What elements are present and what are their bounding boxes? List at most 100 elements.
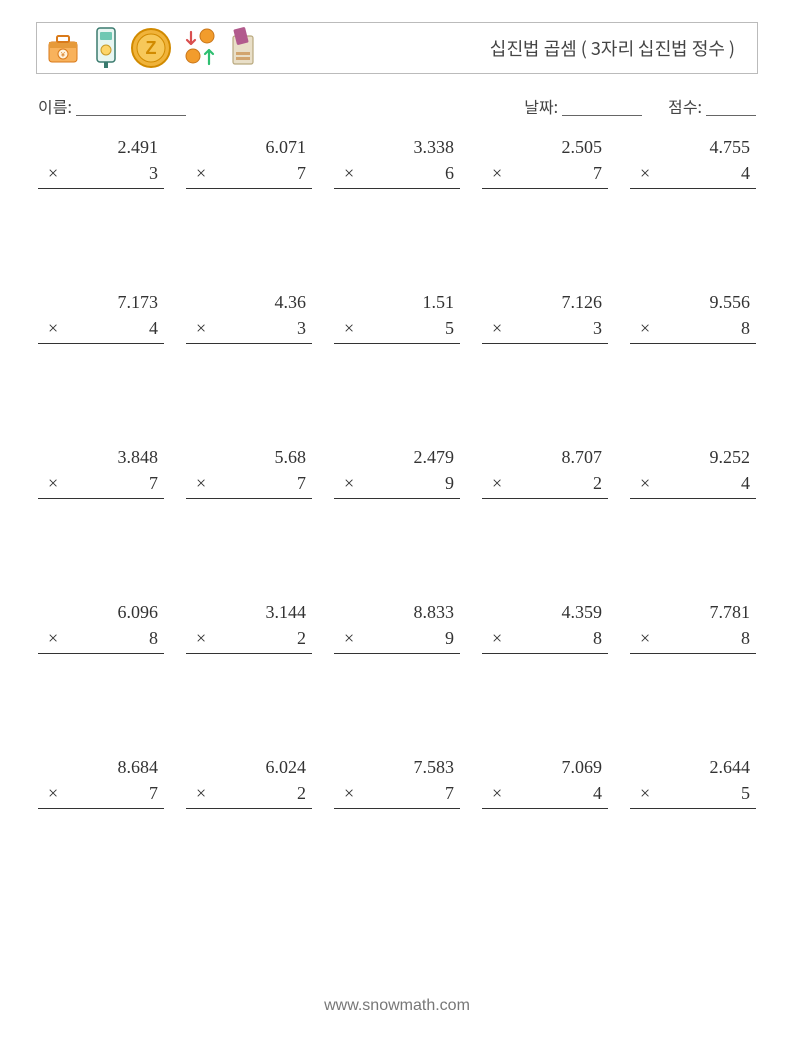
multiply-sign: × [344,780,354,806]
problem-cell: 6.096×8 [38,599,164,654]
multiply-sign: × [48,780,58,806]
multiply-sign: × [492,470,502,496]
multiplier-row: ×9 [334,470,460,499]
multiply-sign: × [640,160,650,186]
multiplicand: 8.684 [38,754,164,780]
problem-cell: 3.144×2 [186,599,312,654]
multiplicand: 7.173 [38,289,164,315]
multiplicand: 7.583 [334,754,460,780]
multiplier: 7 [445,780,454,806]
multiplicand: 4.36 [186,289,312,315]
name-label: 이름: [38,94,72,118]
multiplier-row: ×3 [38,160,164,189]
problem-cell: 6.071×7 [186,134,312,189]
multiplier-row: ×7 [38,780,164,809]
multiplier-row: ×8 [630,315,756,344]
worksheet-page: ¥ Z [0,0,794,1053]
name-field: 이름: [38,94,186,118]
multiply-sign: × [196,470,206,496]
problem-cell: 5.68×7 [186,444,312,499]
multiplicand: 8.833 [334,599,460,625]
briefcase-money-icon: ¥ [43,28,83,68]
multiplier: 7 [297,160,306,186]
footer-url: www.snowmath.com [0,997,794,1015]
multiply-sign: × [344,625,354,651]
multiplier: 3 [593,315,602,341]
score-blank[interactable] [706,97,756,116]
problem-cell: 4.359×8 [482,599,608,654]
multiplier-row: ×8 [630,625,756,654]
multiplier-row: ×4 [630,160,756,189]
svg-text:Z: Z [146,38,157,58]
info-line: 이름: 날짜: 점수: [38,94,756,118]
multiply-sign: × [48,160,58,186]
multiplier: 7 [149,470,158,496]
multiplicand: 3.144 [186,599,312,625]
multiply-sign: × [640,625,650,651]
multiplier: 8 [149,625,158,651]
problem-cell: 7.126× 3 [482,289,608,344]
multiplicand: 6.096 [38,599,164,625]
multiplicand: 8.707 [482,444,608,470]
problem-cell: 9.556×8 [630,289,756,344]
problem-cell: 8.684×7 [38,754,164,809]
device-coin-icon [91,26,121,70]
multiplier-row: ×8 [38,625,164,654]
multiplier-row: ×3 [186,315,312,344]
date-blank[interactable] [562,97,642,116]
problem-cell: 7.781×8 [630,599,756,654]
card-reader-icon [227,26,259,70]
multiplier-row: ×7 [38,470,164,499]
multiplier-row: ×5 [630,780,756,809]
header-box: ¥ Z [36,22,758,74]
problem-cell: 8.707× 2 [482,444,608,499]
multiply-sign: × [640,470,650,496]
multiply-sign: × [48,470,58,496]
header-icons: ¥ Z [43,26,259,70]
multiplier: 5 [445,315,454,341]
multiply-sign: × [492,160,502,186]
multiplicand: 6.024 [186,754,312,780]
multiply-sign: × [492,625,502,651]
multiplicand: 3.338 [334,134,460,160]
multiplier: 4 [741,160,750,186]
multiplier-row: ×4 [482,780,608,809]
multiplier: 8 [741,315,750,341]
multiplier-row: ×9 [334,625,460,654]
multiplier: 7 [149,780,158,806]
worksheet-title: 십진법 곱셈 ( 3자리 십진법 정수 ) [490,35,735,61]
multiplier: 4 [593,780,602,806]
multiplicand: 1.51 [334,289,460,315]
problem-cell: 7.583× 7 [334,754,460,809]
problem-cell: 7.173×4 [38,289,164,344]
multiply-sign: × [344,470,354,496]
multiply-sign: × [344,315,354,341]
multiplier: 7 [297,470,306,496]
multiplier-row: ×7 [186,470,312,499]
coins-arrows-icon [181,26,219,70]
multiplier-row: ×7 [186,160,312,189]
multiplicand: 2.644 [630,754,756,780]
problem-cell: 2.491×3 [38,134,164,189]
problem-cell: 3.848×7 [38,444,164,499]
problem-cell: 7.069×4 [482,754,608,809]
multiply-sign: × [492,780,502,806]
problem-cell: 1.51×5 [334,289,460,344]
multiply-sign: × [492,315,502,341]
multiplicand: 7.126 [482,289,608,315]
multiplier: 2 [593,470,602,496]
multiplier-row: ×6 [334,160,460,189]
multiplier-row: ×5 [334,315,460,344]
multiplicand: 2.491 [38,134,164,160]
multiplicand: 2.479 [334,444,460,470]
multiplier-row: ×2 [186,625,312,654]
multiply-sign: × [640,315,650,341]
multiplier: 3 [297,315,306,341]
multiply-sign: × [196,315,206,341]
multiplicand: 4.359 [482,599,608,625]
name-blank[interactable] [76,97,186,116]
multiply-sign: × [344,160,354,186]
multiplier: 6 [445,160,454,186]
problem-cell: 8.833×9 [334,599,460,654]
problem-cell: 9.252×4 [630,444,756,499]
